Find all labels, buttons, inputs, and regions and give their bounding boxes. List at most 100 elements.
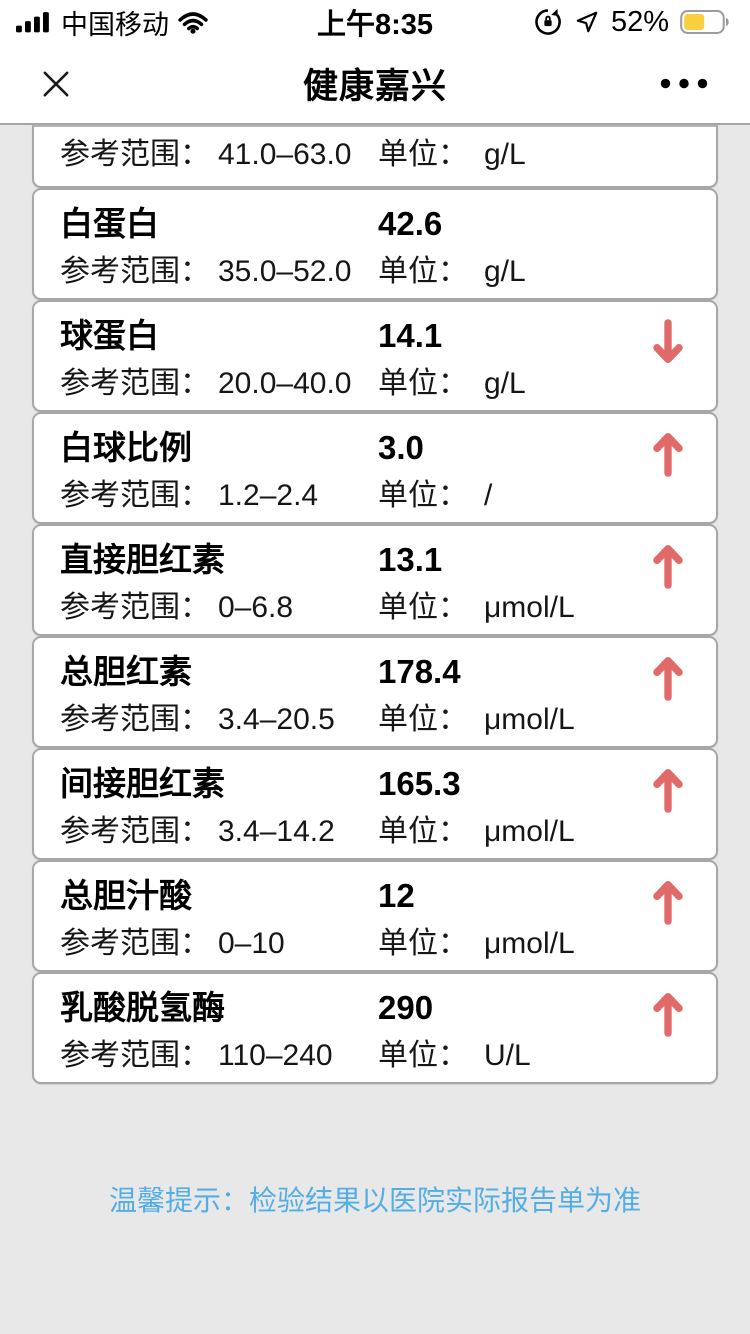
more-menu-button[interactable] [642, 78, 750, 89]
unit-value: μmol/L [484, 815, 575, 848]
abnormal-arrow-icon [650, 876, 686, 928]
unit-value: U/L [484, 1039, 531, 1072]
abnormal-arrow-icon [650, 764, 686, 816]
result-main-row: 乳酸脱氢酶 290 [60, 988, 692, 1028]
result-detail-row: 参考范围： 0–10 单位： μmol/L [60, 926, 692, 962]
ref-range-value: 3.4–14.2 [218, 815, 335, 848]
test-name: 乳酸脱氢酶 [60, 989, 225, 1026]
location-arrow-icon [576, 11, 598, 33]
ref-range-value: 110–240 [218, 1039, 333, 1072]
result-detail-row: 参考范围： 3.4–14.2 单位： μmol/L [60, 814, 692, 850]
unit-label: 单位： [378, 367, 468, 400]
result-detail-row: 参考范围： 110–240 单位： U/L [60, 1038, 692, 1074]
test-value: 178.4 [378, 653, 461, 690]
test-name: 间接胆红素 [60, 765, 225, 802]
result-main-row: 间接胆红素 165.3 [60, 764, 692, 804]
battery-percent-label: 52% [610, 5, 669, 38]
abnormal-arrow-icon [650, 316, 686, 368]
ref-range-group: 参考范围： 0–6.8 [60, 590, 378, 626]
ref-range-group: 参考范围： 110–240 [60, 1038, 378, 1074]
ref-range-value: 41.0–63.0 [218, 138, 352, 171]
test-value: 165.3 [378, 765, 461, 802]
result-card[interactable]: 间接胆红素 165.3 参考范围： 3.4–14.2 单位： μmol/L [32, 748, 718, 860]
unit-label: 单位： [378, 138, 468, 171]
unit-group: 单位： μmol/L [378, 702, 575, 738]
rotation-lock-icon [535, 8, 561, 35]
unit-group: 单位： μmol/L [378, 590, 575, 626]
unit-group: 单位： g/L [378, 366, 526, 402]
result-card[interactable]: 参考范围： 41.0–63.0 单位： g/L [32, 125, 718, 188]
result-card[interactable]: 球蛋白 14.1 参考范围： 20.0–40.0 单位： g/L [32, 300, 718, 412]
ref-range-group: 参考范围： 41.0–63.0 [60, 137, 378, 173]
carrier-label: 中国移动 [61, 9, 169, 40]
battery-icon [680, 10, 729, 34]
abnormal-arrow-icon [650, 428, 686, 480]
unit-label: 单位： [378, 703, 468, 736]
result-detail-row: 参考范围： 35.0–52.0 单位： g/L [60, 254, 692, 290]
test-value: 14.1 [378, 317, 443, 354]
status-bar-left: 中国移动 [16, 3, 208, 42]
unit-value: g/L [484, 138, 526, 171]
unit-label: 单位： [378, 927, 468, 960]
ref-range-value: 1.2–2.4 [218, 479, 319, 512]
result-card[interactable]: 直接胆红素 13.1 参考范围： 0–6.8 单位： μmol/L [32, 524, 718, 636]
unit-group: 单位： g/L [378, 254, 526, 290]
result-main-row: 总胆红素 178.4 [60, 652, 692, 692]
status-time: 上午8:35 [316, 9, 434, 41]
test-name: 白蛋白 [60, 205, 159, 242]
test-value: 42.6 [378, 205, 443, 242]
ref-range-label: 参考范围： [60, 591, 210, 624]
unit-group: 单位： / [378, 478, 492, 514]
test-name: 球蛋白 [60, 317, 159, 354]
ref-range-value: 20.0–40.0 [218, 367, 352, 400]
unit-label: 单位： [378, 1039, 468, 1072]
abnormal-arrow-icon [650, 540, 686, 592]
ref-range-group: 参考范围： 0–10 [60, 926, 378, 962]
result-card[interactable]: 总胆汁酸 12 参考范围： 0–10 单位： μmol/L [32, 860, 718, 972]
result-main-row: 白蛋白 42.6 [60, 204, 692, 244]
abnormal-arrow-icon [650, 652, 686, 704]
test-name: 直接胆红素 [60, 541, 225, 578]
result-card[interactable]: 白蛋白 42.6 参考范围： 35.0–52.0 单位： g/L [32, 188, 718, 300]
unit-label: 单位： [378, 255, 468, 288]
result-main-row: 总胆汁酸 12 [60, 876, 692, 916]
result-main-row: 直接胆红素 13.1 [60, 540, 692, 580]
unit-value: μmol/L [484, 591, 575, 624]
unit-label: 单位： [378, 815, 468, 848]
signal-strength-icon [16, 12, 49, 33]
unit-group: 单位： μmol/L [378, 926, 575, 962]
result-detail-row: 参考范围： 41.0–63.0 单位： g/L [60, 137, 692, 173]
ref-range-group: 参考范围： 20.0–40.0 [60, 366, 378, 402]
result-detail-row: 参考范围： 20.0–40.0 单位： g/L [60, 366, 692, 402]
test-value: 3.0 [378, 429, 424, 466]
result-card[interactable]: 白球比例 3.0 参考范围： 1.2–2.4 单位： / [32, 412, 718, 524]
unit-group: 单位： μmol/L [378, 814, 575, 850]
ref-range-group: 参考范围： 1.2–2.4 [60, 478, 378, 514]
result-card[interactable]: 总胆红素 178.4 参考范围： 3.4–20.5 单位： μmol/L [32, 636, 718, 748]
ref-range-group: 参考范围： 3.4–14.2 [60, 814, 378, 850]
unit-group: 单位： g/L [378, 137, 526, 173]
ref-range-value: 35.0–52.0 [218, 255, 352, 288]
ref-range-label: 参考范围： [60, 1039, 210, 1072]
status-bar-right: 52% [533, 6, 734, 39]
result-main-row: 白球比例 3.0 [60, 428, 692, 468]
test-value: 13.1 [378, 541, 443, 578]
footer-tip: 温馨提示：检验结果以医院实际报告单为准 [108, 1185, 641, 1216]
more-dots-icon [660, 78, 708, 89]
result-card[interactable]: 乳酸脱氢酶 290 参考范围： 110–240 单位： U/L [32, 972, 718, 1084]
unit-value: g/L [484, 255, 526, 288]
test-name: 总胆汁酸 [60, 877, 192, 914]
unit-value: / [484, 479, 493, 512]
result-detail-row: 参考范围： 3.4–20.5 单位： μmol/L [60, 702, 692, 738]
close-icon [43, 71, 69, 96]
abnormal-arrow-icon [650, 988, 686, 1040]
close-button[interactable] [0, 68, 90, 100]
page-title: 健康嘉兴 [302, 67, 448, 106]
ref-range-value: 3.4–20.5 [218, 703, 335, 736]
test-value: 290 [378, 989, 434, 1026]
ref-range-group: 参考范围： 35.0–52.0 [60, 254, 378, 290]
results-list: 参考范围： 41.0–63.0 单位： g/L 白蛋白 42.6 参考范围： 3… [0, 125, 750, 1084]
test-name: 白球比例 [60, 429, 192, 466]
unit-value: μmol/L [484, 703, 575, 736]
ref-range-value: 0–6.8 [218, 591, 294, 624]
